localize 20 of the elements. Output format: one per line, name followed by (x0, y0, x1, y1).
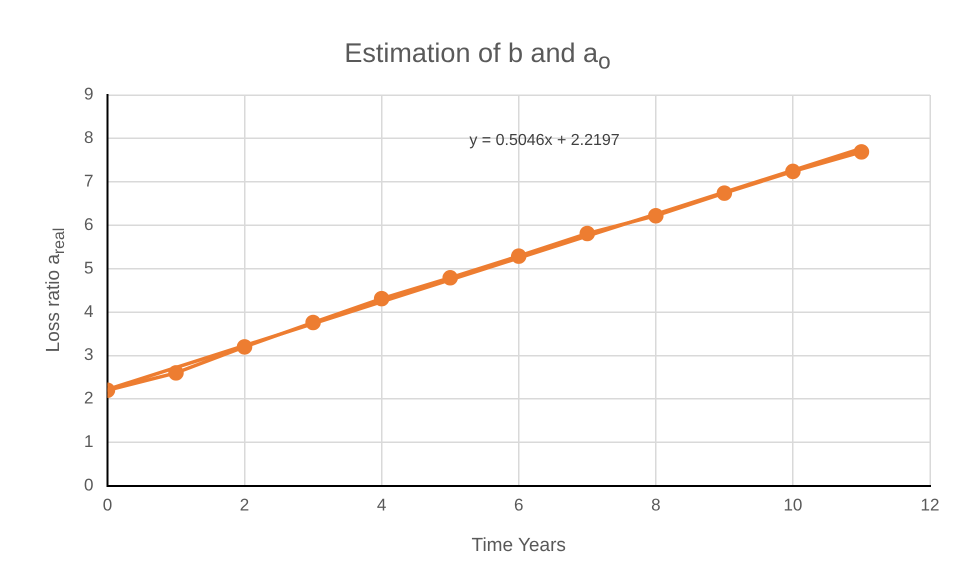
x-tick-label: 0 (102, 496, 112, 515)
y-tick-label: 4 (84, 302, 94, 321)
y-tick-label: 5 (84, 258, 94, 278)
chart-title: Estimation of b and a$_{o}$ (343, 38, 612, 74)
annotation: y = 0.5046x + 2.2197 (469, 132, 620, 150)
y-tick-label: 9 (84, 84, 94, 104)
x-tick-label: 6 (514, 496, 524, 515)
y-tick-label: 1 (84, 432, 94, 452)
y-tick-label: 0 (84, 475, 94, 494)
x-tick-label: 10 (783, 496, 802, 515)
x-tick-label: 8 (651, 496, 661, 515)
y-tick-label: 2 (84, 388, 94, 408)
y-tick-label: 8 (84, 128, 94, 148)
x-axis-title: Time Years (472, 534, 566, 556)
y-tick-label: 3 (84, 345, 94, 364)
y-tick-label: 7 (84, 172, 94, 191)
x-tick-label: 2 (240, 496, 250, 515)
x-tick-label: 12 (920, 496, 940, 515)
y-tick-label: 6 (84, 214, 94, 234)
x-tick-label: 4 (376, 496, 386, 515)
